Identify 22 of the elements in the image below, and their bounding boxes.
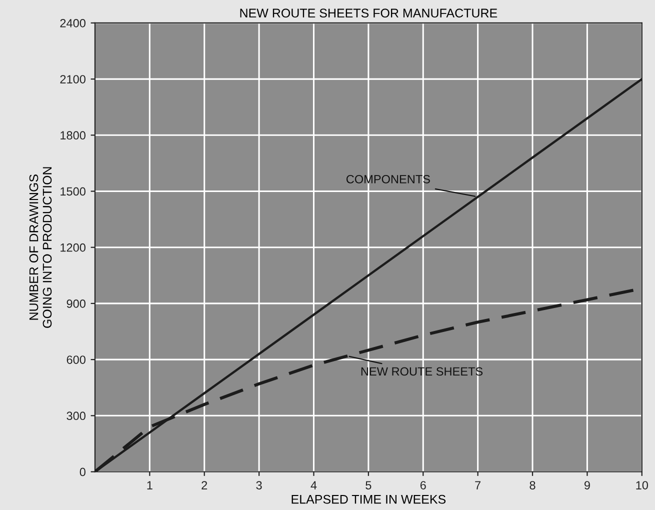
x-tick-label: 3 <box>256 481 262 490</box>
x-tick-label: 10 <box>636 481 648 490</box>
y-tick-label: 600 <box>66 356 86 364</box>
y-tick-label: 2400 <box>60 18 86 28</box>
chart-title: NEW ROUTE SHEETS FOR MANUFACTURE <box>240 8 498 18</box>
y-tick-label: 2100 <box>60 75 86 84</box>
x-tick-label: 9 <box>584 481 590 490</box>
y-tick-label: 1500 <box>60 187 86 196</box>
x-tick-label: 7 <box>475 481 481 490</box>
y-axis-title: NUMBER OF DRAWINGS GOING INTO PRODUCTION <box>29 167 52 328</box>
x-tick-label: 8 <box>530 481 536 490</box>
x-axis-title: ELAPSED TIME IN WEEKS <box>292 494 446 504</box>
y-tick-label: 1800 <box>60 131 86 140</box>
y-tick-label: 300 <box>66 412 86 420</box>
x-tick-label: 1 <box>147 481 152 490</box>
y-tick-label: 0 <box>80 468 86 476</box>
y-tick-label: 900 <box>66 299 86 308</box>
y-tick-label: 1200 <box>60 243 86 252</box>
x-tick-label: 5 <box>366 481 372 490</box>
x-tick-label: 4 <box>310 481 317 490</box>
x-tick-label: 6 <box>420 481 426 490</box>
x-tick-label: 2 <box>202 481 208 490</box>
